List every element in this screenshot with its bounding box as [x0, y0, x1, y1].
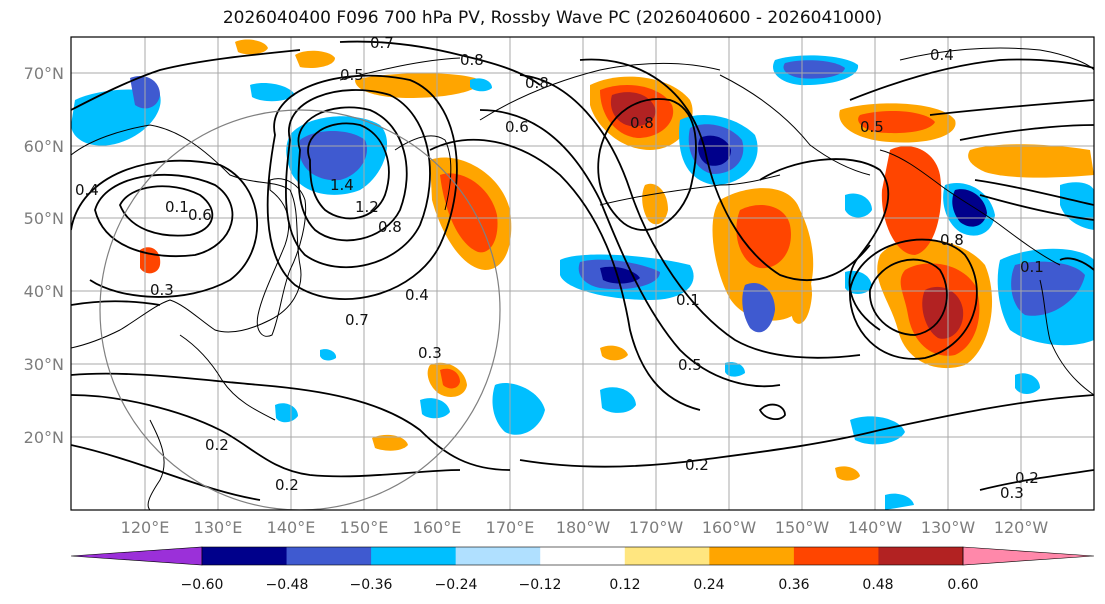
contour-label: 0.8	[378, 218, 402, 236]
contour-label: 0.2	[685, 456, 709, 474]
contour-label: 1.4	[330, 176, 354, 194]
graticule	[71, 37, 1094, 510]
contour-label: 0.2	[275, 476, 299, 494]
colorbar-bin	[878, 547, 964, 565]
contour-label: 0.1	[676, 291, 700, 309]
pv-contours	[71, 40, 1094, 501]
colorbar-tick-label: −0.48	[266, 577, 309, 593]
lat-label: 60°N	[24, 137, 64, 156]
region-circle	[99, 109, 501, 510]
contour-label: 0.3	[150, 281, 174, 299]
colorbar-tick-label: 0.60	[947, 577, 978, 593]
colorbar-tick-label: −0.12	[519, 577, 562, 593]
lon-label: 130°E	[194, 518, 243, 537]
contour-label: 0.2	[1015, 469, 1039, 487]
colorbar-bin	[540, 547, 626, 565]
colorbar-bin	[624, 547, 710, 565]
lat-label: 40°N	[24, 282, 64, 301]
contour-label: 0.3	[418, 344, 442, 362]
colorbar-bin	[286, 547, 372, 565]
colorbar-extend-high	[962, 546, 1095, 566]
lon-label: 170°W	[629, 518, 684, 537]
colorbar-bin	[455, 547, 541, 565]
contour-label: 0.3	[1000, 484, 1024, 502]
lat-label: 30°N	[24, 355, 64, 374]
colorbar	[70, 546, 1095, 566]
lon-label: 160°E	[413, 518, 462, 537]
contour-label-group: 0.7 0.5 0.8 0.8 0.6 0.4 0.8 0.4 0.1 0.6 …	[75, 34, 1044, 502]
contour-label: 0.8	[460, 51, 484, 69]
contour-label: 0.4	[75, 181, 99, 199]
contour-label: 0.7	[345, 311, 369, 329]
lon-label: 150°E	[340, 518, 389, 537]
lon-label: 130°W	[921, 518, 976, 537]
lon-label: 160°W	[702, 518, 757, 537]
contour-label: 0.5	[340, 66, 364, 84]
colorbar-tick-label: −0.24	[435, 577, 478, 593]
colorbar-tick-label: 0.12	[609, 577, 640, 593]
lat-label: 50°N	[24, 209, 64, 228]
lon-label: 140°W	[848, 518, 903, 537]
lon-label: 180°W	[556, 518, 611, 537]
contour-label: 0.1	[165, 198, 189, 216]
contour-label: 0.5	[678, 356, 702, 374]
colorbar-extend-low	[70, 546, 203, 566]
lon-label: 120°E	[121, 518, 170, 537]
colorbar-tick-label: 0.24	[693, 577, 724, 593]
contour-label: 0.8	[940, 231, 964, 249]
contour-label: 0.8	[525, 74, 549, 92]
colorbar-bin	[793, 547, 879, 565]
contour-label: 0.5	[860, 118, 884, 136]
contour-label: 0.6	[188, 206, 212, 224]
lat-label: 20°N	[24, 428, 64, 447]
coastlines	[71, 47, 1094, 510]
colorbar-ticks: −0.60 −0.48 −0.36 −0.24 −0.12 0.12 0.24 …	[181, 577, 979, 593]
map-title: 2026040400 F096 700 hPa PV, Rossby Wave …	[222, 8, 883, 28]
lon-label: 170°E	[486, 518, 535, 537]
contour-label: 0.7	[370, 34, 394, 52]
colorbar-tick-label: −0.36	[350, 577, 393, 593]
lat-label: 70°N	[24, 64, 64, 83]
latitude-labels: 70°N 60°N 50°N 40°N 30°N 20°N	[24, 64, 64, 447]
map-frame	[70, 36, 1095, 511]
contour-label: 1.2	[355, 198, 379, 216]
contour-label: 0.4	[930, 46, 954, 64]
lon-label: 120°W	[994, 518, 1049, 537]
contour-label: 0.4	[405, 286, 429, 304]
colorbar-bin	[371, 547, 457, 565]
colorbar-tick-label: 0.36	[778, 577, 809, 593]
colorbar-bin	[202, 547, 288, 565]
longitude-labels: 120°E 130°E 140°E 150°E 160°E 170°E 180°…	[121, 518, 1049, 537]
lon-label: 140°E	[267, 518, 316, 537]
colorbar-tick-label: −0.60	[181, 577, 224, 593]
contour-label: 0.6	[505, 118, 529, 136]
lon-label: 150°W	[775, 518, 830, 537]
contour-label: 0.1	[1020, 258, 1044, 276]
colorbar-frame	[201, 546, 964, 566]
colorbar-bin	[709, 547, 795, 565]
colorbar-tick-label: 0.48	[862, 577, 893, 593]
contour-label: 0.2	[205, 436, 229, 454]
contour-label: 0.8	[630, 114, 654, 132]
